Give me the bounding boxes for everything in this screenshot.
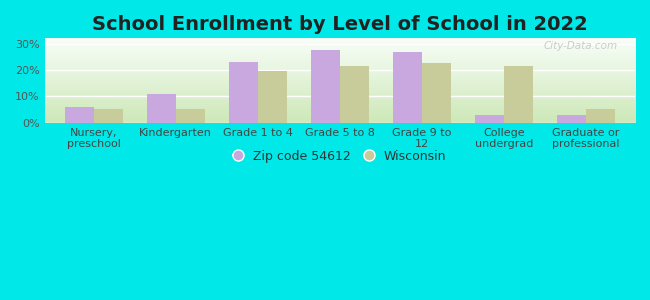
Bar bbox=[311, 50, 340, 123]
Legend: Zip code 54612, Wisconsin: Zip code 54612, Wisconsin bbox=[229, 146, 450, 167]
Bar bbox=[258, 71, 287, 123]
Title: School Enrollment by Level of School in 2022: School Enrollment by Level of School in … bbox=[92, 15, 588, 34]
Bar bbox=[475, 115, 504, 123]
Bar bbox=[504, 66, 532, 123]
Text: City-Data.com: City-Data.com bbox=[543, 41, 618, 51]
Bar bbox=[147, 94, 176, 123]
Bar bbox=[340, 66, 369, 123]
Bar bbox=[586, 110, 614, 123]
Bar bbox=[176, 110, 205, 123]
Bar bbox=[557, 115, 586, 123]
Bar bbox=[229, 62, 258, 123]
Bar bbox=[422, 63, 450, 123]
Bar bbox=[393, 52, 422, 123]
Bar bbox=[65, 107, 94, 123]
Bar bbox=[94, 110, 122, 123]
